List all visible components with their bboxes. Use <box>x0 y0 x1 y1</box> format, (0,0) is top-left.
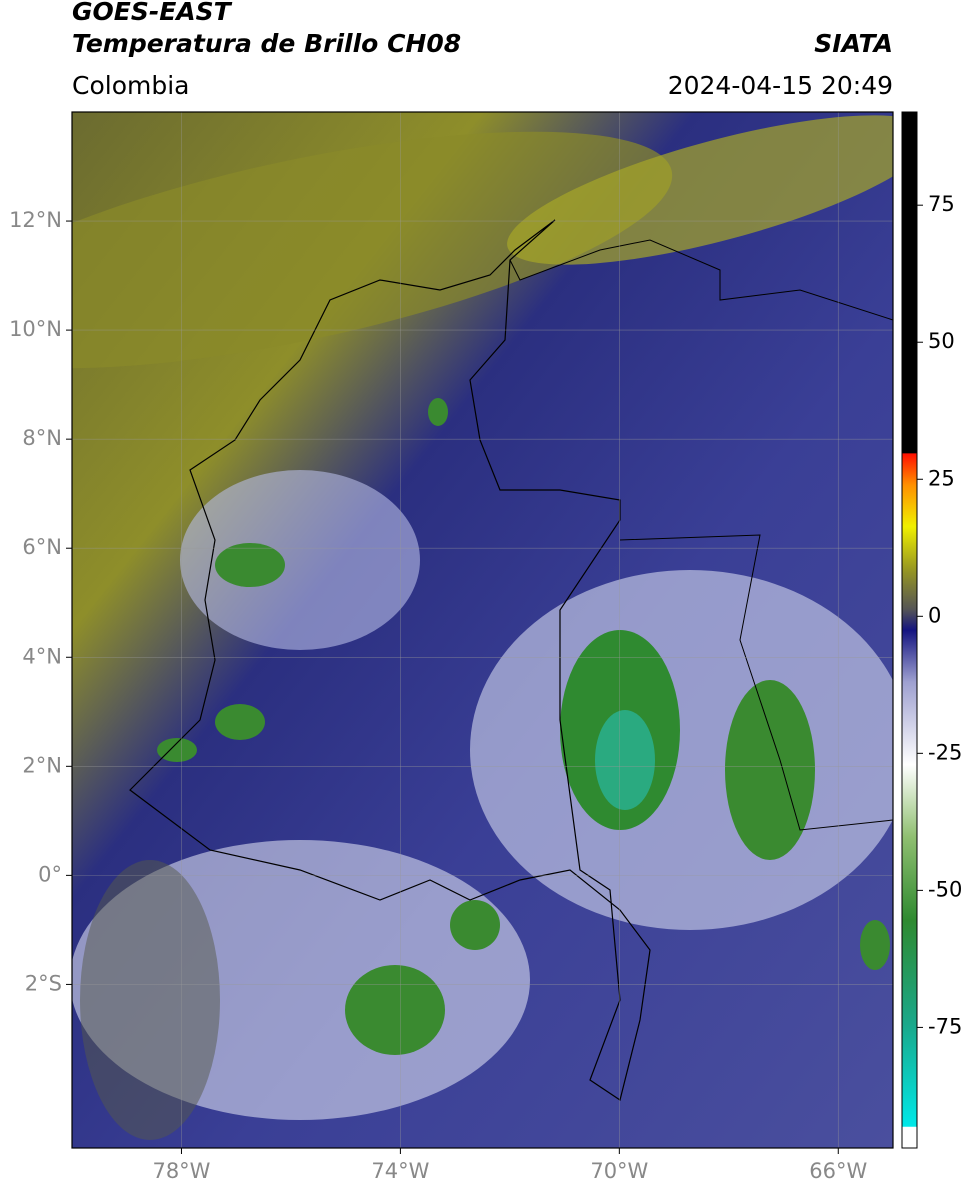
colorbar <box>901 111 918 1149</box>
colorbar-tick-label: 50 <box>928 329 955 353</box>
y-tick-label: 4°N <box>22 644 62 668</box>
x-tick-label: 78°W <box>152 1159 210 1183</box>
colorbar-tick-label: -75 <box>928 1014 962 1038</box>
datetime-label: 2024-04-15 20:49 <box>668 71 893 100</box>
colorbar-tick-label: 75 <box>928 192 955 216</box>
y-tick-label: 2°S <box>25 971 62 995</box>
y-tick-label: 2°N <box>22 753 62 777</box>
x-tick-label: 74°W <box>371 1159 429 1183</box>
y-tick-label: 6°N <box>22 535 62 559</box>
y-tick-label: 0° <box>38 862 62 886</box>
region-label: Colombia <box>72 71 189 100</box>
x-tick-label: 66°W <box>809 1159 867 1183</box>
colorbar-tick-label: 0 <box>928 603 941 627</box>
colorbar-tick-label: -25 <box>928 740 962 764</box>
map-image <box>72 112 893 1148</box>
grid <box>72 112 893 1148</box>
y-tick-label: 12°N <box>9 208 62 232</box>
map-frame <box>71 111 894 1149</box>
satellite-title: GOES-EAST <box>72 0 233 26</box>
product-title: Temperatura de Brillo CH08 <box>72 29 461 58</box>
colorbar-tick-label: 25 <box>928 466 955 490</box>
y-tick-label: 10°N <box>9 317 62 341</box>
colorbar-tick-label: -50 <box>928 877 962 901</box>
y-tick-label: 8°N <box>22 426 62 450</box>
source-label: SIATA <box>814 29 893 58</box>
x-tick-label: 70°W <box>590 1159 648 1183</box>
